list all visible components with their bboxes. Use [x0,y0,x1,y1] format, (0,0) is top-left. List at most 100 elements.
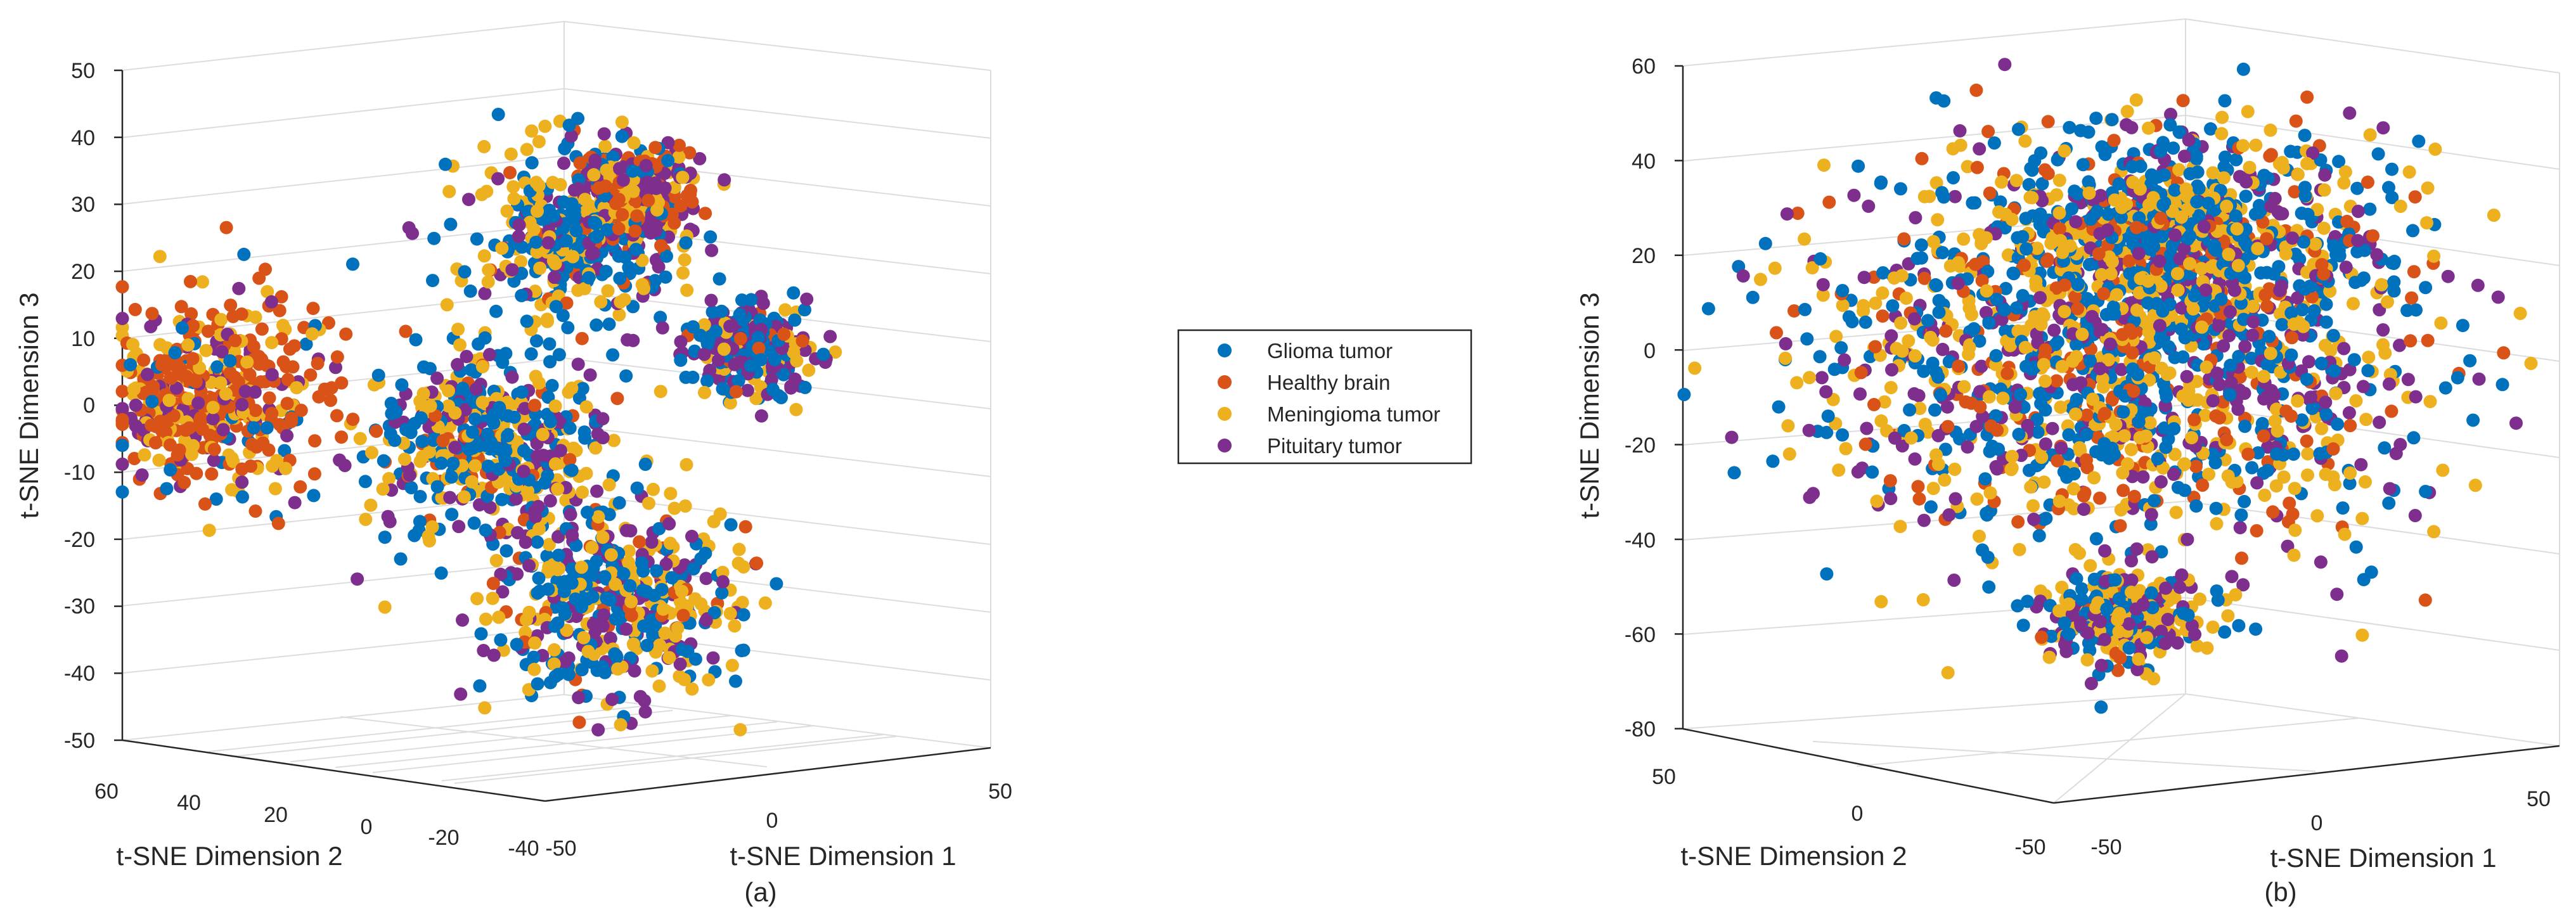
data-point-meningioma [622,544,636,558]
data-point-glioma [2209,501,2223,515]
data-point-pituitary [115,457,129,471]
data-point-pituitary [740,383,754,397]
data-point-glioma [1968,196,1982,210]
data-point-glioma [427,231,441,245]
data-point-pituitary [1853,387,1867,401]
data-point-meningioma [2063,239,2077,253]
data-point-pituitary [1908,452,1922,466]
data-point-pituitary [2337,342,2351,356]
data-point-healthy [243,368,257,382]
data-point-meningioma [423,445,436,459]
data-point-pituitary [2144,508,2158,522]
chart-b-xticks: -50 0 50 [2090,787,2550,859]
data-point-glioma [2236,62,2250,76]
data-point-healthy [205,467,219,481]
data-point-glioma [1910,252,1924,266]
data-point-meningioma [2120,105,2134,119]
data-point-glioma [474,627,488,641]
data-point-healthy [2235,551,2248,565]
data-point-healthy [248,404,262,418]
data-point-glioma [1937,190,1951,204]
data-point-glioma [2466,413,2480,427]
data-point-meningioma [680,283,694,297]
data-point-meningioma [2374,278,2388,292]
data-point-meningioma [1798,232,1812,246]
data-point-pituitary [2188,627,2202,641]
data-point-glioma [307,489,321,503]
data-point-glioma [588,215,602,229]
data-point-healthy [172,443,186,457]
data-point-glioma [2192,181,2206,195]
data-point-glioma [2286,447,2300,461]
data-point-glioma [2319,315,2333,329]
data-point-pituitary [383,515,397,529]
data-point-glioma [499,347,513,361]
data-point-pituitary [699,572,713,586]
data-point-glioma [2260,266,2274,279]
data-point-meningioma [2182,393,2196,407]
data-point-healthy [183,421,196,435]
data-point-meningioma [2160,368,2174,382]
data-point-pituitary [454,687,468,701]
data-point-glioma [2006,266,2020,280]
data-point-pituitary [2094,658,2108,672]
data-point-meningioma [2130,303,2144,317]
data-point-glioma [499,544,513,558]
data-point-pituitary [2401,373,2415,387]
data-point-glioma [531,677,544,691]
data-point-pituitary [2161,613,2175,626]
data-point-healthy [1912,492,1926,506]
data-point-pituitary [1973,142,1987,156]
data-point-meningioma [214,312,228,326]
data-point-pituitary [2168,228,2182,242]
data-point-meningioma [758,596,772,610]
data-point-pituitary [2286,231,2300,245]
data-point-pituitary [2047,323,2061,337]
data-point-pituitary [1815,371,1829,385]
data-point-glioma [515,240,529,254]
data-point-healthy [2093,491,2107,505]
data-point-meningioma [520,613,533,627]
data-point-glioma [2409,303,2423,317]
data-point-glioma [543,355,557,369]
data-point-pituitary [2472,372,2486,386]
data-point-pituitary [572,691,586,705]
data-point-glioma [2070,338,2083,352]
data-point-pituitary [2334,649,2348,663]
data-point-meningioma [1924,331,1938,344]
data-point-meningioma [152,453,166,467]
data-point-glioma [1836,428,1850,442]
data-point-pituitary [2175,568,2189,582]
data-point-healthy [1968,257,1982,271]
data-point-healthy [2080,408,2094,422]
data-point-pituitary [2115,363,2128,376]
data-point-glioma [2178,484,2192,497]
data-point-pituitary [522,559,536,572]
data-point-glioma [2238,494,2251,508]
data-point-meningioma [382,472,396,485]
data-point-glioma [2116,405,2130,419]
data-point-glioma [2070,572,2083,586]
data-point-glioma [704,230,718,244]
data-point-pituitary [2129,602,2143,616]
data-point-glioma [557,584,571,598]
data-point-meningioma [1874,414,1888,428]
data-point-meningioma [716,565,730,579]
data-point-meningioma [279,461,292,475]
data-point-healthy [137,353,151,367]
data-point-meningioma [193,361,207,375]
data-point-glioma [660,249,673,263]
data-point-glioma [2361,364,2375,378]
data-point-meningioma [542,537,556,551]
data-point-healthy [1770,326,1783,340]
data-point-healthy [560,296,574,310]
data-point-glioma [798,380,812,394]
data-point-meningioma [577,631,591,645]
data-point-meningioma [2287,548,2301,562]
data-point-meningioma [601,284,615,298]
data-point-healthy [281,373,295,387]
data-point-meningioma [126,338,140,352]
data-point-pituitary [2130,542,2144,556]
tick-label: 0 [2311,811,2323,835]
data-point-glioma [541,390,555,404]
